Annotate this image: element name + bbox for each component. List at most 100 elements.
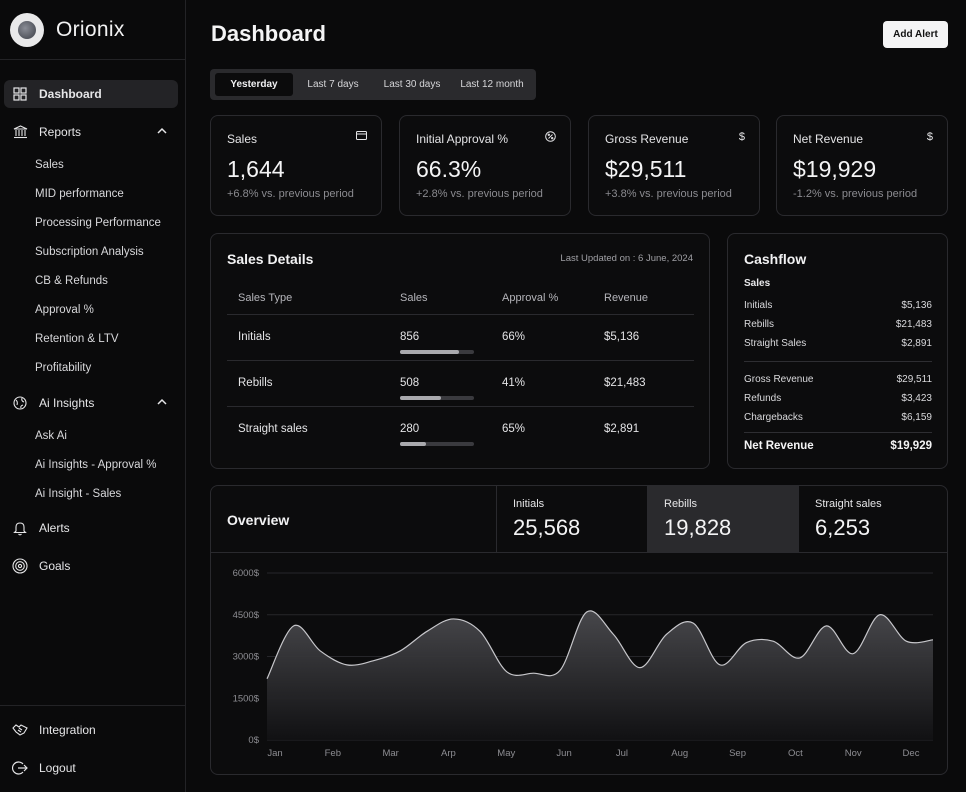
bell-icon — [12, 520, 28, 536]
sidebar-item-dashboard[interactable]: Dashboard — [4, 80, 178, 108]
x-tick-label: Feb — [325, 748, 341, 759]
overview-stat-value: 6,253 — [815, 515, 871, 540]
chevron-up-icon[interactable] — [156, 125, 168, 140]
date-range-tabs: Yesterday Last 7 days Last 30 days Last … — [210, 69, 536, 100]
sidebar-subitem-mid-performance[interactable]: MID performance — [35, 188, 124, 200]
x-tick-label: Jan — [267, 748, 282, 759]
revenue: $21,483 — [604, 377, 646, 389]
target-icon — [12, 558, 28, 574]
column-header[interactable]: Revenue — [604, 292, 649, 304]
sidebar-item-reports[interactable]: Reports — [4, 118, 178, 146]
cashflow-row-label: Straight Sales — [744, 338, 807, 349]
series-line — [266, 610, 934, 680]
chevron-up-icon[interactable] — [156, 396, 168, 411]
sidebar-item-goals[interactable]: Goals — [4, 552, 178, 580]
cashflow-card: Cashflow Sales Initials $5,136 Rebills $21… — [727, 233, 948, 469]
column-header[interactable]: Sales — [400, 292, 428, 304]
series-area-fill — [267, 610, 933, 740]
sidebar-divider — [0, 705, 186, 706]
credit-card-icon — [356, 131, 367, 143]
x-tick-label: Mar — [382, 748, 398, 759]
cashflow-row-value: $5,136 — [901, 300, 932, 311]
kpi-label: Net Revenue — [793, 132, 864, 146]
x-tick-label: Arp — [441, 748, 456, 759]
cashflow-sales-label: Sales — [744, 278, 771, 289]
sidebar-subitem-ask-ai[interactable]: Ask Ai — [35, 430, 67, 442]
x-tick-label: Jun — [556, 748, 571, 759]
sidebar-subitem-profitability[interactable]: Profitability — [35, 362, 92, 374]
sidebar-subitem-ai-insight-sales[interactable]: Ai Insight - Sales — [35, 488, 122, 500]
net-revenue-value: $19,929 — [890, 440, 932, 452]
cashflow-row-label: Chargebacks — [744, 412, 803, 423]
column-header[interactable]: Sales Type — [238, 292, 293, 304]
approval-rate: 65% — [502, 423, 526, 435]
sidebar-item-label: Goals — [39, 559, 71, 573]
cashflow-row: Gross Revenue $29,511 — [744, 374, 932, 385]
kpi-change: +6.8% vs. previous period — [227, 188, 354, 200]
sales-type: Rebills — [238, 377, 273, 389]
x-tick-label: Sep — [729, 748, 746, 759]
brand-logo — [10, 12, 44, 47]
tab-yesterday[interactable]: Yesterday — [215, 73, 293, 96]
sidebar-subitem-approval[interactable]: Approval % — [35, 304, 94, 316]
sidebar-item-ai-insights[interactable]: Ai Insights — [4, 389, 178, 417]
kpi-label: Initial Approval % — [416, 132, 509, 146]
overview-stat-initials[interactable]: Initials 25,568 — [496, 486, 647, 552]
sales-count: 280 — [400, 423, 420, 435]
dollar-icon: $ — [926, 131, 933, 143]
sidebar-item-logout[interactable]: Logout — [4, 754, 178, 782]
cashflow-net-row: Net Revenue $19,929 — [744, 440, 932, 452]
overview-stat-label: Straight sales — [815, 498, 882, 510]
overview-title: Overview — [227, 512, 290, 528]
cashflow-row: Straight Sales $2,891 — [744, 338, 932, 349]
page-title: Dashboard — [211, 21, 326, 46]
overview-stat-straight-sales[interactable]: Straight sales 6,253 — [798, 486, 947, 552]
overview-stat-rebills[interactable]: Rebills 19,828 — [647, 486, 798, 552]
revenue: $2,891 — [604, 423, 640, 435]
y-tick-label: 0$ — [248, 735, 259, 746]
kpi-value: 66.3% — [416, 156, 482, 182]
brand: Orionix — [0, 0, 185, 60]
kpi-label: Sales — [227, 132, 258, 146]
last-updated: Last Updated on : 6 June, 2024 — [560, 253, 693, 264]
add-alert-button[interactable]: Add Alert — [883, 21, 948, 48]
net-revenue-label: Net Revenue — [744, 440, 814, 452]
sidebar-subitem-cb-refunds[interactable]: CB & Refunds — [35, 275, 108, 287]
sidebar-subitem-subscription-analysis[interactable]: Subscription Analysis — [35, 246, 144, 258]
sales-bar-fill — [400, 350, 460, 354]
kpi-value: $19,929 — [793, 156, 877, 182]
kpi-card-initial-approval: Initial Approval % 66.3% +2.8% vs. previ… — [399, 115, 571, 216]
sidebar-subitem-processing-performance[interactable]: Processing Performance — [35, 217, 161, 229]
tab-last-30-days[interactable]: Last 30 days — [383, 79, 441, 90]
sidebar-item-label: Integration — [39, 723, 96, 737]
y-tick-label: 1500$ — [233, 693, 260, 704]
sales-type: Initials — [238, 331, 271, 343]
logout-icon — [12, 760, 28, 776]
tab-last-12-month[interactable]: Last 12 month — [460, 79, 524, 90]
revenue: $5,136 — [604, 331, 640, 343]
handshake-icon — [12, 722, 28, 738]
kpi-value: $29,511 — [605, 156, 687, 182]
cashflow-row-value: $6,159 — [901, 412, 932, 423]
row-divider — [227, 406, 694, 407]
tab-last-7-days[interactable]: Last 7 days — [307, 79, 359, 90]
row-divider — [227, 360, 694, 361]
overview-divider — [211, 552, 947, 553]
kpi-card-net-revenue: Net Revenue $ $19,929 -1.2% vs. previous… — [776, 115, 948, 216]
sidebar-subitem-ai-insights-approval[interactable]: Ai Insights - Approval % — [35, 459, 157, 471]
kpi-card-gross-revenue: Gross Revenue $ $29,511 +3.8% vs. previo… — [588, 115, 760, 216]
sidebar-subitem-retention-ltv[interactable]: Retention & LTV — [35, 333, 119, 345]
sales-bar-fill — [400, 396, 441, 400]
sales-type: Straight sales — [238, 423, 308, 435]
overview-area-chart: 6000$ 4500$ 3000$ 1500$ 0$ Jan Feb Mar Arp May Ju… — [233, 568, 934, 759]
sidebar-item-alerts[interactable]: Alerts — [4, 514, 178, 542]
cashflow-row-label: Initials — [744, 300, 773, 311]
sidebar-subitem-sales[interactable]: Sales — [35, 159, 64, 171]
sidebar-item-integration[interactable]: Integration — [4, 716, 178, 744]
sidebar-item-label: Ai Insights — [39, 396, 95, 410]
cashflow-row: Rebills $21,483 — [744, 319, 932, 330]
cashflow-row-value: $2,891 — [901, 338, 932, 349]
x-tick-label: May — [497, 748, 515, 759]
column-header[interactable]: Approval % — [502, 292, 559, 304]
cashflow-row: Chargebacks $6,159 — [744, 412, 932, 423]
